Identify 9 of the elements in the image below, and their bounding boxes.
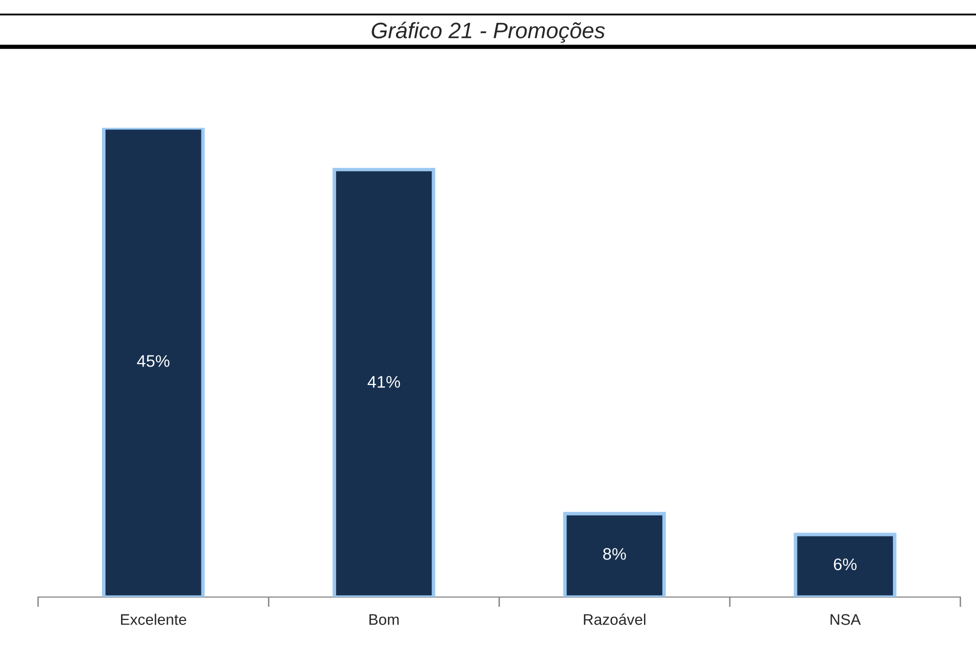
data-label: 6% [834, 558, 857, 570]
data-label: 41% [368, 376, 400, 388]
x-tick-label: Razoável [584, 614, 646, 625]
x-tick-label: Bom [369, 614, 399, 625]
data-label: 45% [137, 355, 170, 367]
x-tick-label: NSA [830, 614, 861, 625]
data-label: 8% [603, 548, 626, 560]
x-tick-label: Excelente [121, 614, 186, 625]
chart-title: Gráfico 21 - Promoções [372, 22, 605, 43]
